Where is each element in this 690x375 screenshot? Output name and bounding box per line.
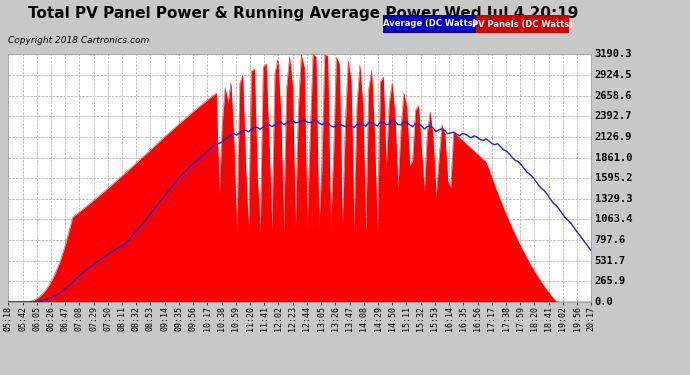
Text: 3190.3: 3190.3 [595, 50, 632, 59]
Text: 2924.5: 2924.5 [595, 70, 632, 80]
Text: 2392.7: 2392.7 [595, 111, 632, 121]
Text: 1329.3: 1329.3 [595, 194, 632, 204]
Text: 1595.2: 1595.2 [595, 173, 632, 183]
Text: 2126.9: 2126.9 [595, 132, 632, 142]
Text: Average (DC Watts): Average (DC Watts) [383, 20, 476, 28]
Text: 0.0: 0.0 [595, 297, 613, 307]
Text: 531.7: 531.7 [595, 256, 626, 266]
Text: 797.6: 797.6 [595, 235, 626, 245]
Text: 1063.4: 1063.4 [595, 214, 632, 224]
Text: 1861.0: 1861.0 [595, 153, 632, 162]
Text: Total PV Panel Power & Running Average Power Wed Jul 4 20:19: Total PV Panel Power & Running Average P… [28, 6, 579, 21]
Text: 2658.6: 2658.6 [595, 91, 632, 101]
Text: Copyright 2018 Cartronics.com: Copyright 2018 Cartronics.com [8, 36, 150, 45]
Text: 265.9: 265.9 [595, 276, 626, 286]
Text: PV Panels (DC Watts): PV Panels (DC Watts) [472, 20, 573, 28]
